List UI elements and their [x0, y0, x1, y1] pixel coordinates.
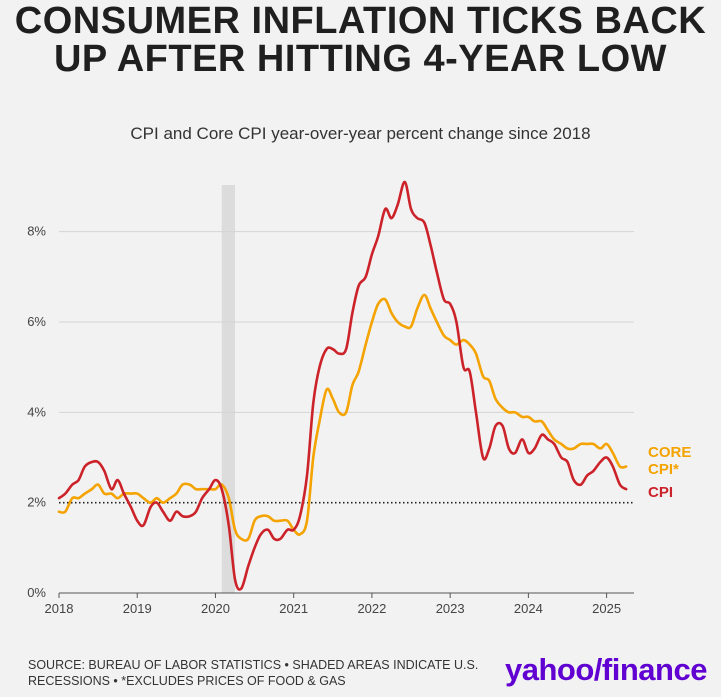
source-note: SOURCE: BUREAU OF LABOR STATISTICS • SHA… [28, 658, 479, 688]
y-tick-label: 6% [27, 314, 46, 329]
x-tick-label: 2024 [514, 601, 543, 616]
core-cpi-series-line [57, 293, 628, 542]
inflation-line-chart: 0% 2% 4% 6% 8% 2018 2019 2020 2021 2022 2023 2024 20… [27, 180, 691, 616]
cpi-label: CPI [648, 484, 673, 501]
x-tick-label: 2023 [436, 601, 465, 616]
y-tick-label: 0% [27, 585, 46, 600]
cpi-series-line [57, 180, 628, 591]
x-tick-label: 2021 [279, 601, 308, 616]
logo-part-yahoo: yahoo/ [505, 652, 602, 687]
chart-title: CONSUMER INFLATION TICKS BACK UP AFTER H… [14, 0, 707, 80]
core-cpi-label-line1: CORE [648, 444, 691, 461]
x-tick-label: 2020 [201, 601, 230, 616]
y-tick-label: 8% [27, 224, 46, 239]
x-tick-label: 2025 [592, 601, 621, 616]
logo-part-finance: finance [601, 652, 708, 687]
chart-subtitle: CPI and Core CPI year-over-year percent … [130, 124, 591, 143]
x-tick-label: 2018 [45, 601, 74, 616]
y-tick-label: 4% [27, 404, 46, 419]
x-tick-label: 2019 [123, 601, 152, 616]
yahoo-finance-logo: yahoo/finance [505, 652, 707, 688]
core-cpi-label-line2: CPI* [648, 461, 679, 478]
x-tick-label: 2022 [357, 601, 386, 616]
y-tick-label: 2% [27, 495, 46, 510]
